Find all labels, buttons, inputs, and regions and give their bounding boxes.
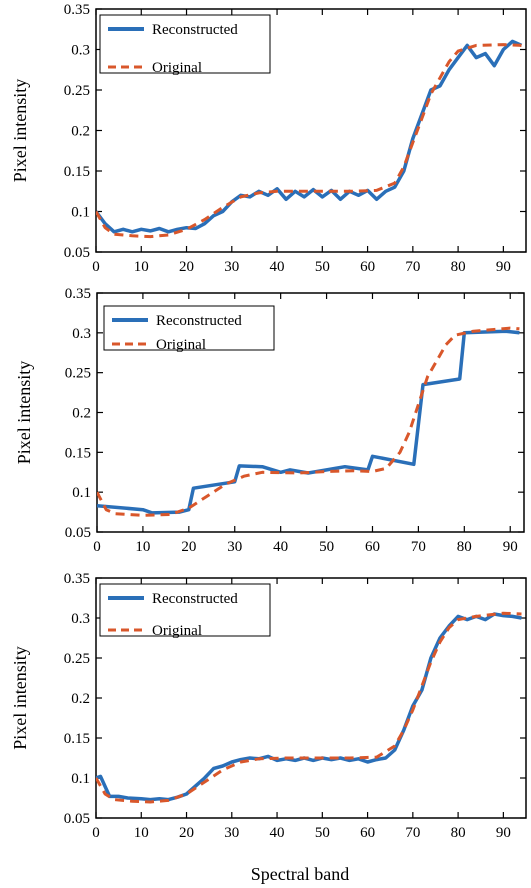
legend: Reconstructed Original (99, 14, 271, 76)
x-tick-label: 30 (227, 539, 242, 555)
y-tick-label: 0.1 (72, 485, 91, 501)
y-tick-label: 0.25 (65, 366, 91, 382)
x-tick-label: 50 (319, 539, 334, 555)
series-line-original (97, 326, 520, 517)
x-tick-label: 20 (179, 825, 194, 841)
legend: Reconstructed Original (99, 583, 271, 639)
x-tick-label: 0 (92, 825, 100, 841)
series-line-reconstructed (96, 39, 523, 234)
y-tick-label: 0.35 (64, 571, 90, 587)
y-tick-label: 0.3 (71, 43, 90, 59)
y-tick-label: 0.15 (64, 731, 90, 747)
y-tick-label: 0.1 (71, 771, 90, 787)
x-tick-label: 0 (92, 259, 100, 275)
y-tick-label: 0.35 (65, 286, 91, 302)
y-axis-label: Pixel intensity (14, 361, 34, 465)
x-tick-label: 90 (496, 825, 511, 841)
y-tick-label: 0.3 (72, 326, 91, 342)
x-tick-label: 20 (181, 539, 196, 555)
y-tick-label: 0.25 (64, 651, 90, 667)
x-tick-label: 10 (134, 825, 149, 841)
y-tick-label: 0.1 (71, 205, 90, 221)
x-tick-label: 60 (365, 539, 380, 555)
y-axis-label: Pixel intensity (10, 646, 30, 750)
x-tick-label: 0 (93, 539, 101, 555)
x-tick-label: 10 (134, 259, 149, 275)
figure-x-axis-label: Spectral band (251, 864, 349, 884)
y-tick-label: 0.35 (64, 2, 90, 18)
x-tick-label: 90 (496, 259, 511, 275)
y-tick-label: 0.2 (71, 124, 90, 140)
x-tick-label: 80 (451, 259, 466, 275)
x-tick-label: 10 (135, 539, 150, 555)
chart-panel-3: 0 10 20 30 40 50 60 70 80 90 0.05 0.1 0.15 0.2 0.25 0.3… (10, 571, 527, 841)
x-tick-label: 20 (179, 259, 194, 275)
legend-entry: Reconstructed (156, 313, 242, 329)
legend-box (99, 583, 271, 637)
y-tick-label: 0.05 (65, 525, 91, 541)
series-line-original (96, 611, 522, 804)
x-tick-label: 70 (405, 825, 420, 841)
x-tick-label: 60 (360, 825, 375, 841)
y-tick-label: 0.2 (71, 691, 90, 707)
y-axis-label: Pixel intensity (10, 79, 30, 183)
x-tick-label: 30 (224, 259, 239, 275)
x-tick-label: 50 (315, 825, 330, 841)
y-tick-label: 0.05 (64, 811, 90, 827)
legend-entry: Original (152, 60, 202, 76)
y-tick-label: 0.25 (64, 83, 90, 99)
y-tick-label: 0.05 (64, 245, 90, 261)
x-tick-label: 40 (273, 539, 288, 555)
x-tick-label: 30 (224, 825, 239, 841)
legend-entry: Reconstructed (152, 591, 238, 607)
chart-panel-1: 0 10 20 30 40 50 60 70 80 90 0.05 0.1 0.15 0.2 0.25 0.3… (10, 2, 527, 275)
legend-entry: Reconstructed (152, 22, 238, 38)
series-line-reconstructed (97, 329, 520, 515)
y-tick-label: 0.15 (64, 164, 90, 180)
legend-entry: Original (152, 623, 202, 639)
legend-entry: Original (156, 337, 206, 353)
chart-panel-2: 0 10 20 30 40 50 60 70 80 90 0.05 0.1 0.15 0.2 0.25 0.3… (14, 286, 525, 555)
legend-box (99, 14, 271, 74)
x-tick-label: 70 (405, 259, 420, 275)
x-tick-label: 50 (315, 259, 330, 275)
legend: Reconstructed Original (103, 305, 275, 353)
x-tick-label: 90 (503, 539, 518, 555)
x-tick-label: 80 (457, 539, 472, 555)
x-tick-label: 40 (270, 259, 285, 275)
y-tick-label: 0.3 (71, 611, 90, 627)
x-tick-label: 40 (270, 825, 285, 841)
y-tick-label: 0.15 (65, 445, 91, 461)
series-line-reconstructed (96, 612, 522, 802)
x-tick-label: 70 (411, 539, 426, 555)
y-tick-label: 0.2 (72, 406, 91, 422)
series-line-original (96, 43, 522, 239)
x-tick-label: 60 (360, 259, 375, 275)
x-tick-label: 80 (451, 825, 466, 841)
